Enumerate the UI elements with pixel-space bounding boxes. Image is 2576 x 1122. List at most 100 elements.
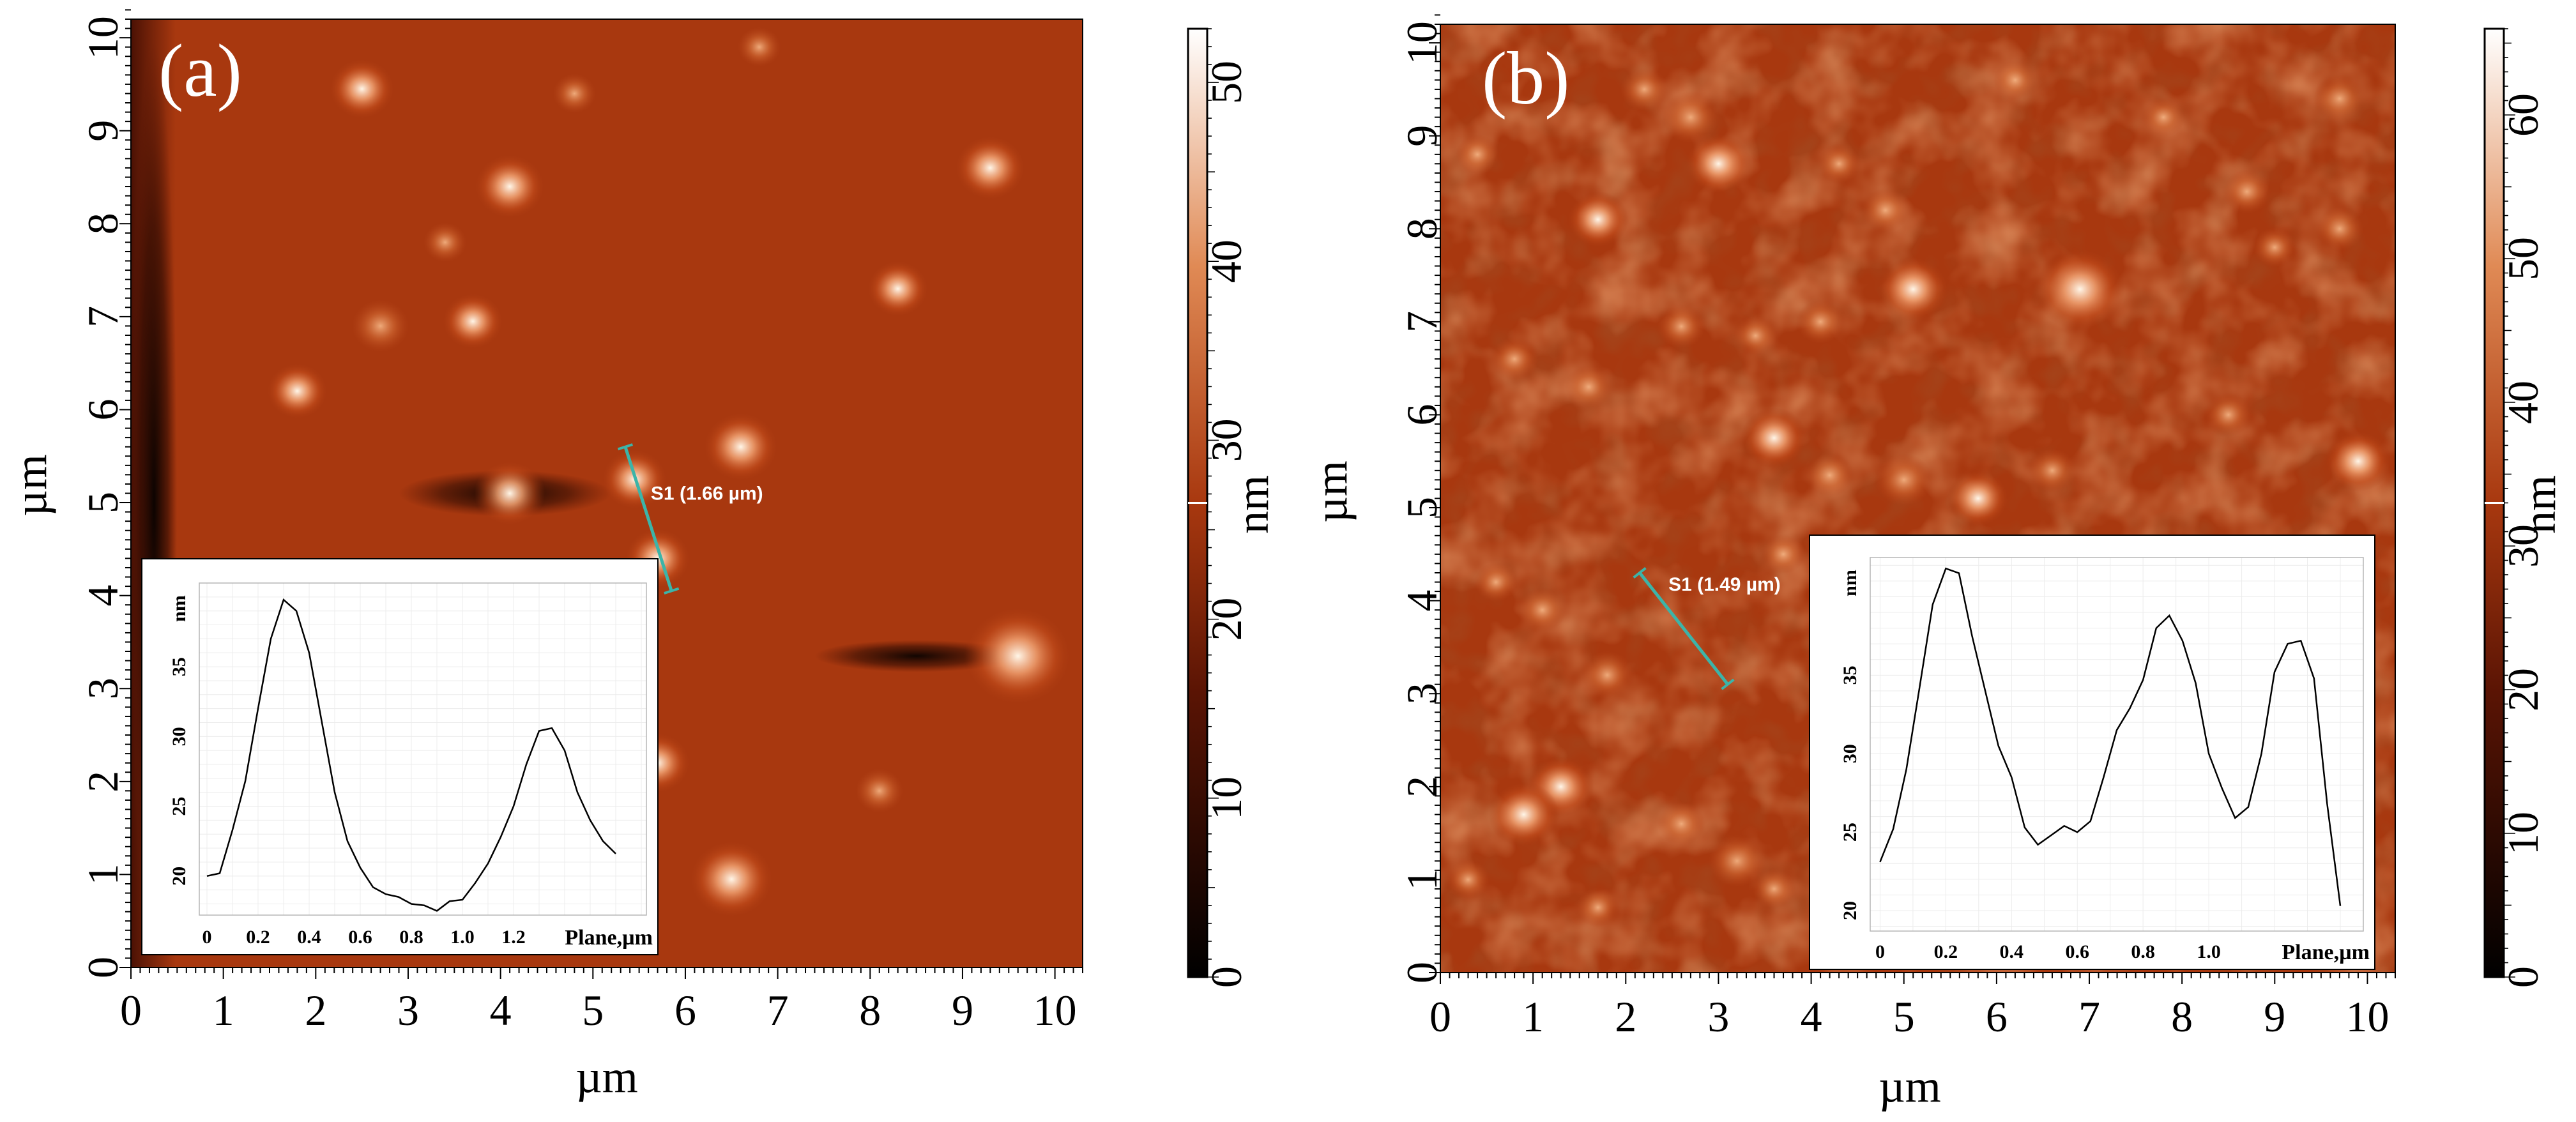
y-tick-label: 1 (79, 863, 127, 885)
inset-x-tick-label: 0.4 (2000, 941, 2024, 962)
surface-feature (1456, 134, 1499, 174)
inset-x-tick-label: 1.0 (2197, 941, 2221, 962)
surface-feature (1567, 191, 1629, 248)
y-tick-label: 5 (1398, 497, 1446, 519)
inset-y-tick-label: 35 (169, 657, 190, 676)
x-axis-label-a: µm (575, 1051, 638, 1102)
surface-feature (1875, 453, 1933, 506)
y-axis-label-a: µm (5, 454, 56, 517)
surface-feature (2204, 393, 2253, 437)
surface-feature (689, 840, 774, 918)
colorbar-tick-label: 0 (2499, 966, 2547, 988)
colorbar-a: 0 10 20 30 40 50 (1187, 27, 1251, 988)
surface-feature (474, 460, 545, 526)
surface-feature (1657, 801, 1705, 846)
profile-end-cap (664, 587, 680, 595)
inset-x-tick-label: 0.8 (2131, 941, 2155, 962)
colorbar-tick-label: 60 (2499, 93, 2547, 137)
surface-feature (2142, 97, 2185, 137)
colorbar-label-b: nm (2514, 475, 2565, 534)
x-tick-label: 3 (1707, 992, 1729, 1041)
inset-y-tick-label: 20 (169, 867, 190, 886)
y-tick-label: 10 (1398, 21, 1446, 64)
surface-feature (1734, 315, 1778, 356)
colorbar-tick-label: 40 (1202, 239, 1251, 283)
surface-feature (1474, 562, 1518, 602)
inset-y-axis-label: nm (1840, 570, 1861, 596)
surface-feature (442, 292, 504, 350)
inset-x-tick-label: 0.6 (348, 927, 372, 948)
inset-y-tick-label: 30 (169, 727, 190, 746)
x-tick-label: 9 (952, 986, 973, 1035)
surface-feature (737, 27, 781, 67)
surface-feature (1806, 453, 1854, 497)
inset-plot-frame (1870, 557, 2364, 932)
inset-x-tick-label: 1.2 (501, 927, 526, 948)
profile-end-cap (1721, 678, 1735, 690)
profile-end-cap (1633, 566, 1647, 579)
surface-feature (423, 222, 467, 262)
x-tick-label: 4 (490, 986, 512, 1035)
surface-feature (1993, 60, 2037, 100)
y-tick-label: 9 (79, 120, 127, 142)
x-tick-label: 6 (674, 986, 696, 1035)
x-tick-label: 7 (767, 986, 789, 1035)
surface-feature (2028, 448, 2077, 493)
colorbar-tick-label: 20 (2499, 668, 2547, 711)
surface-feature (1752, 868, 1796, 909)
profile-line-b: S1 (1.49 µm) (1633, 566, 1781, 690)
inset-profile-line (206, 598, 616, 912)
surface-feature (1741, 407, 1808, 469)
panel-a: (a) S1 (1.66 µm) 0 1 2 3 4 5 6 7 8 9 10 0 1 2 3 4 5 6 7 8 9… (5, 9, 1278, 1102)
inset-x-axis-label: Plane,µm (2282, 941, 2370, 964)
y-tick-label: 7 (79, 306, 127, 328)
y-tick-label: 3 (79, 678, 127, 699)
profile-line-label: S1 (1.49 µm) (1668, 574, 1781, 595)
surface-feature (1657, 304, 1705, 349)
colorbar-tick-label: 30 (2499, 524, 2547, 568)
inset-profile-a: 0 0.2 0.4 0.6 0.8 1.0 1.2 Plane,µm 20 25 30 35 nm (141, 558, 659, 955)
surface-feature (964, 606, 1072, 706)
surface-feature (1861, 188, 1910, 232)
x-tick-label: 1 (1522, 992, 1544, 1041)
y-tick-label: 6 (79, 398, 127, 420)
x-tick-label: 8 (859, 986, 881, 1035)
y-axis-b: 0 1 2 3 4 5 6 7 8 9 10 (1398, 14, 1446, 983)
profile-line-label: S1 (1.66 µm) (651, 483, 763, 504)
inset-plot-frame (199, 582, 647, 916)
inset-x-tick-label: 0.4 (297, 927, 321, 948)
colorbar-tick-label: 30 (1202, 418, 1251, 462)
inset-y-tick-label: 35 (1840, 665, 1861, 685)
surface-feature (2313, 74, 2366, 123)
inset-profile-b: 0 0.2 0.4 0.6 0.8 1.0 Plane,µm 20 25 30 35 nm (1809, 534, 2375, 970)
surface-feature (2223, 169, 2271, 214)
y-tick-label: 8 (79, 213, 127, 234)
inset-y-tick-label: 25 (169, 797, 190, 816)
inset-x-tick-label: 0 (1875, 941, 1885, 962)
surface-feature (1564, 365, 1613, 409)
x-tick-label: 1 (213, 986, 234, 1035)
inset-x-tick-label: 0.2 (246, 927, 270, 948)
surface-feature (703, 412, 779, 481)
inset-background (1809, 534, 2375, 970)
x-tick-label: 10 (1033, 986, 1077, 1035)
inset-x-tick-label: 0 (202, 927, 212, 948)
inset-x-axis-label: Plane,µm (565, 926, 653, 950)
x-tick-label: 8 (2171, 992, 2193, 1041)
inset-y-tick-label: 30 (1840, 744, 1861, 763)
y-axis-label-b: µm (1306, 460, 1357, 523)
y-axis-a: 0 1 2 3 4 5 6 7 8 9 10 (79, 9, 131, 978)
surface-feature (2035, 248, 2125, 331)
x-tick-label: 5 (1893, 992, 1915, 1041)
colorbar-label-a: nm (1227, 475, 1278, 534)
surface-feature (266, 363, 328, 420)
panel-label-a: (a) (158, 29, 242, 112)
surface-feature (1947, 470, 2009, 527)
profile-segment (1638, 572, 1729, 686)
inset-x-tick-label: 0.8 (399, 927, 423, 948)
colorbar-tick-label: 20 (1202, 598, 1251, 641)
x-tick-label: 2 (1615, 992, 1636, 1041)
surface-feature (1662, 91, 1719, 144)
surface-feature (1490, 337, 1539, 381)
panel-label-b: (b) (1482, 36, 1570, 120)
